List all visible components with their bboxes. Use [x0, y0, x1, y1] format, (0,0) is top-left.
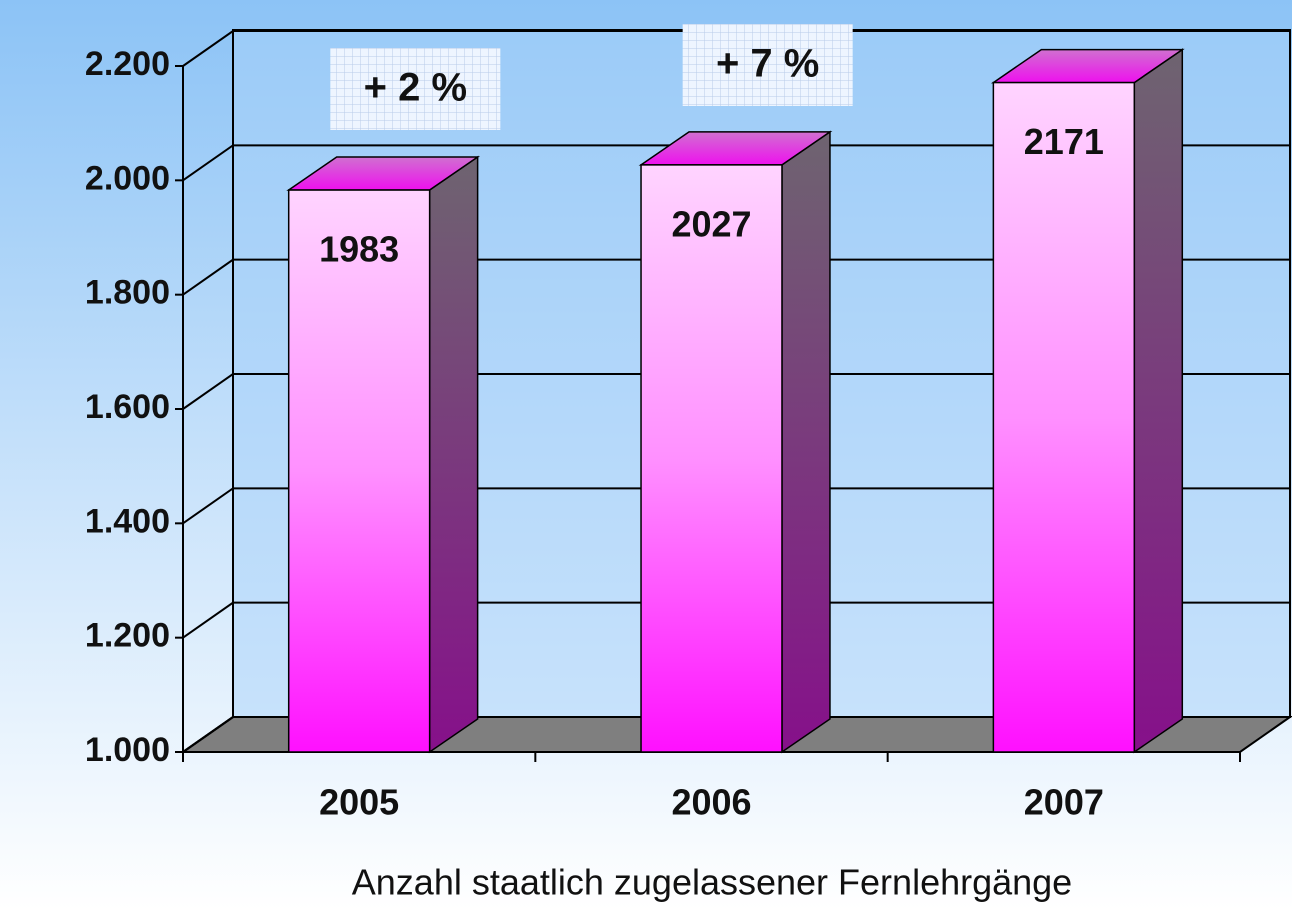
bar [287, 189, 431, 753]
y-tick-label: 1.400 [85, 502, 170, 540]
bar-side [428, 155, 479, 754]
grid-line [182, 373, 1290, 410]
grid-line [182, 30, 1290, 67]
bar [992, 81, 1136, 753]
bar-side [781, 130, 831, 754]
data-label: 2027 [671, 203, 751, 244]
y-tick-label: 1.000 [85, 731, 170, 769]
grid-line [182, 716, 1290, 753]
annotation: + 2 % [364, 66, 467, 110]
grid-line [182, 487, 1290, 525]
x-tick-label: 2005 [319, 782, 399, 823]
y-tick-label: 1.800 [85, 274, 170, 312]
annotation: + 7 % [716, 42, 819, 86]
data-label: 1983 [319, 229, 399, 270]
x-axis-label: Anzahl staatlich zugelassener Fernlehrgä… [352, 862, 1072, 903]
data-label: 2171 [1024, 121, 1104, 162]
y-tick-label: 1.200 [85, 617, 170, 655]
annotation-box [682, 24, 853, 106]
x-tick-label: 2007 [1024, 782, 1104, 823]
y-tick-label: 2.000 [85, 159, 170, 197]
y-tick-label: 1.600 [85, 388, 170, 426]
bar [640, 164, 783, 753]
bar-side [1133, 48, 1184, 754]
grid-line [182, 601, 1290, 639]
annotation-box [330, 48, 501, 130]
grid-line [182, 258, 1290, 296]
grid-line [182, 144, 1290, 182]
x-tick-label: 2006 [671, 782, 751, 823]
y-tick-label: 2.200 [85, 45, 170, 83]
